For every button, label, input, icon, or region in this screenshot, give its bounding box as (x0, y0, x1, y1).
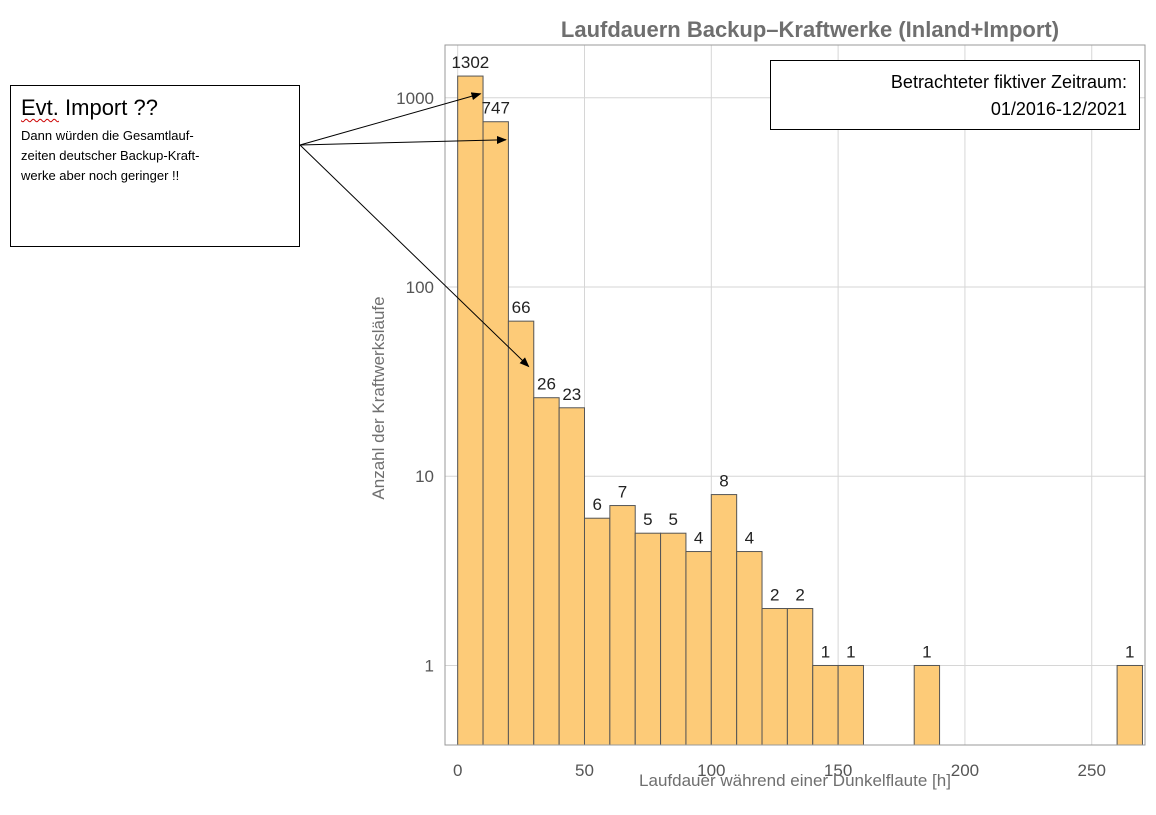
histogram-bar (660, 532, 687, 746)
tick-labels: 0 50 100 150 200 250 1 10 100 1000 (396, 89, 1106, 780)
bar-value-label: 66 (512, 298, 531, 317)
annotation-arrows (299, 92, 530, 368)
y-tick-label: 10 (415, 467, 434, 486)
annotation-line: zeiten deutscher Backup-Kraft- (21, 148, 200, 163)
histogram-bar (482, 121, 509, 746)
bar-value-label: 2 (770, 586, 779, 605)
histogram-bar (812, 664, 839, 746)
annotation-arrow (299, 135, 507, 146)
annotation-heading-rest: Import ?? (58, 95, 158, 120)
bar-value-label: 1 (922, 642, 931, 661)
bar-value-label: 1302 (451, 53, 489, 72)
histogram-bar (1116, 664, 1143, 746)
y-tick-label: 1000 (396, 89, 434, 108)
annotation-arrow (299, 144, 530, 368)
bar-value-label: 1 (846, 642, 855, 661)
annotation-line: werke aber noch geringer !! (21, 168, 180, 183)
histogram-bar (710, 494, 738, 746)
histogram-bar (786, 608, 814, 746)
bar-value-label: 8 (719, 472, 728, 491)
histogram-bar (837, 664, 864, 746)
histogram-bar (583, 517, 611, 746)
histogram-bar (913, 664, 941, 746)
period-box: Betrachteter fiktiver Zeitraum: 01/2016-… (770, 60, 1140, 130)
bar-value-label: 4 (745, 529, 754, 548)
bar-value-label: 7 (618, 483, 627, 502)
x-tick-label: 100 (697, 761, 725, 780)
histogram-bar (736, 551, 763, 746)
x-tick-label: 50 (575, 761, 594, 780)
annotation-heading-marked-word: Evt. (21, 95, 59, 120)
bar-value-label: 2 (795, 586, 804, 605)
x-tick-label: 200 (951, 761, 979, 780)
x-tick-label: 150 (824, 761, 852, 780)
histogram-bar (457, 75, 484, 746)
bar-value-label: 26 (537, 375, 556, 394)
annotation-box: Evt. Import ?? Dann würden die Gesamtlau… (10, 85, 300, 247)
bar-value-label: 5 (643, 510, 652, 529)
y-tick-label: 100 (406, 278, 434, 297)
histogram-bar (609, 505, 636, 746)
y-tick-label: 1 (425, 656, 434, 675)
bar-value-label: 1 (821, 642, 830, 661)
plot-frame (444, 44, 1146, 746)
x-tick-label: 0 (453, 761, 462, 780)
period-label: Betrachteter fiktiver Zeitraum: (890, 72, 1127, 92)
annotation-line: Dann würden die Gesamtlauf- (21, 128, 194, 143)
annotation-text: Dann würden die Gesamtlauf- zeiten deuts… (21, 126, 289, 186)
x-axis-label: Laufdauer während einer Dunkelflaute [h] (639, 771, 951, 790)
chart-title: Laufdauern Backup–Kraftwerke (Inland+Imp… (561, 17, 1059, 42)
bars (457, 75, 1143, 746)
histogram-bar (558, 407, 585, 746)
x-tick-label: 250 (1078, 761, 1106, 780)
bar-value-label: 5 (669, 510, 678, 529)
histogram-bar (634, 532, 662, 746)
bar-value-label: 23 (562, 385, 581, 404)
histogram-bar (761, 608, 788, 746)
period-range: 01/2016-12/2021 (990, 99, 1127, 119)
bar-value-label: 6 (592, 495, 601, 514)
histogram-bar (533, 397, 560, 746)
bar-value-label: 4 (694, 529, 703, 548)
annotation-arrow (299, 92, 482, 146)
bar-value-label: 747 (482, 99, 510, 118)
histogram-bar (507, 320, 535, 746)
bar-value-label: 1 (1125, 642, 1134, 661)
histogram-bar (685, 551, 712, 746)
annotation-heading: Evt. Import ?? (21, 94, 289, 122)
y-axis-label: Anzahl der Kraftwerksläufe (369, 296, 388, 499)
